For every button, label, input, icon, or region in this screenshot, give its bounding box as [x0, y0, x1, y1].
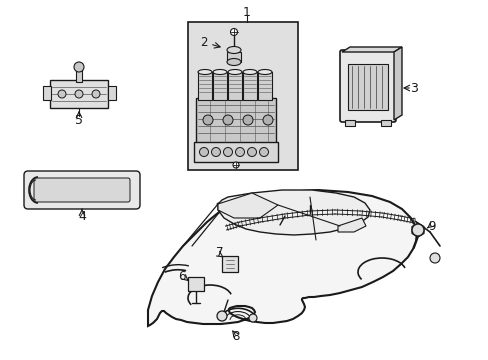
Bar: [347, 64, 387, 110]
Circle shape: [235, 148, 244, 157]
Polygon shape: [341, 47, 401, 52]
Ellipse shape: [198, 69, 212, 75]
Circle shape: [75, 90, 83, 98]
Ellipse shape: [258, 69, 271, 75]
Bar: [380, 120, 390, 126]
Bar: [213, 72, 226, 100]
Circle shape: [223, 148, 232, 157]
Ellipse shape: [226, 46, 241, 54]
Text: 6: 6: [178, 270, 185, 284]
Circle shape: [211, 148, 220, 157]
FancyBboxPatch shape: [339, 50, 395, 122]
Circle shape: [247, 148, 256, 157]
Circle shape: [248, 314, 257, 322]
Bar: [227, 72, 242, 100]
Circle shape: [223, 115, 232, 125]
Polygon shape: [148, 190, 416, 326]
Circle shape: [58, 90, 66, 98]
Bar: [187, 277, 203, 291]
Bar: [345, 120, 354, 126]
Text: 7: 7: [216, 246, 224, 258]
Bar: [198, 72, 212, 100]
Bar: [196, 98, 275, 143]
FancyBboxPatch shape: [34, 178, 130, 202]
Text: 1: 1: [243, 5, 250, 18]
Text: 9: 9: [427, 220, 435, 233]
Bar: [108, 86, 116, 100]
Circle shape: [411, 224, 423, 236]
Bar: [258, 72, 271, 100]
Bar: [226, 52, 241, 62]
Text: 2: 2: [200, 36, 207, 49]
FancyBboxPatch shape: [24, 171, 140, 209]
Text: 4: 4: [78, 210, 86, 222]
Circle shape: [217, 311, 226, 321]
Text: 5: 5: [75, 113, 83, 126]
Bar: [50, 80, 108, 108]
Polygon shape: [218, 193, 278, 218]
Bar: [194, 142, 278, 162]
Circle shape: [259, 148, 268, 157]
Ellipse shape: [243, 69, 257, 75]
Text: 8: 8: [232, 330, 239, 343]
Circle shape: [230, 28, 237, 36]
Text: 3: 3: [409, 81, 417, 95]
Bar: [222, 256, 238, 272]
Circle shape: [199, 148, 208, 157]
Circle shape: [243, 115, 252, 125]
Polygon shape: [218, 190, 369, 235]
Ellipse shape: [213, 69, 226, 75]
Circle shape: [232, 162, 239, 168]
Ellipse shape: [227, 69, 242, 75]
Polygon shape: [393, 47, 401, 120]
Circle shape: [74, 62, 84, 72]
Bar: [76, 70, 82, 82]
Circle shape: [203, 115, 213, 125]
Bar: [187, 22, 297, 170]
Circle shape: [429, 253, 439, 263]
Bar: [243, 72, 257, 100]
Circle shape: [92, 90, 100, 98]
Bar: [43, 86, 51, 100]
Polygon shape: [337, 218, 365, 232]
Ellipse shape: [226, 58, 241, 66]
Circle shape: [263, 115, 272, 125]
